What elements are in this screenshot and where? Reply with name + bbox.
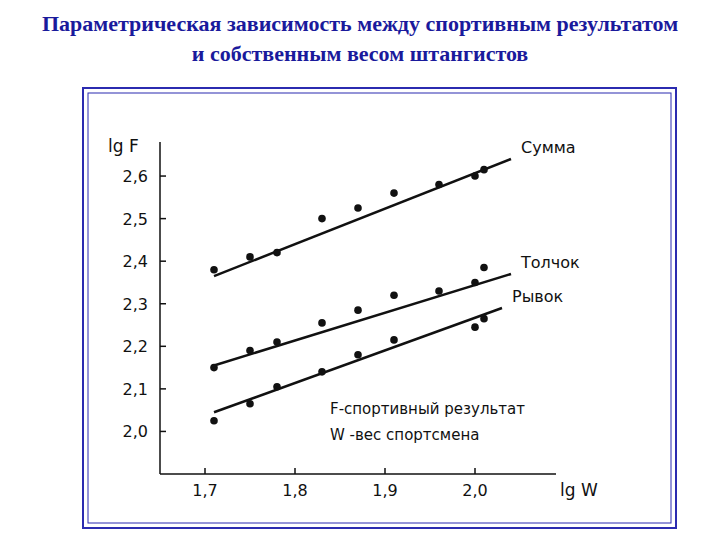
y-tick (160, 303, 166, 305)
title-line: Параметрическая зависимость между спорти… (42, 11, 678, 36)
data-point (273, 249, 281, 257)
y-tick-label: 2,1 (123, 380, 148, 399)
title: Параметрическая зависимость между спорти… (42, 11, 678, 66)
data-point (480, 264, 488, 272)
data-point (471, 323, 479, 331)
data-point (471, 172, 479, 180)
y-tick-label: 2,0 (123, 422, 148, 441)
x-tick-label: 1,8 (282, 481, 307, 500)
y-tick (160, 260, 166, 262)
data-point (273, 383, 281, 391)
data-point (390, 291, 398, 299)
plot-area (210, 159, 511, 425)
fit-line (214, 159, 511, 276)
y-axis-label: lg F (108, 136, 139, 156)
y-tick-label: 2,2 (123, 337, 148, 356)
x-tick-label: 2,0 (462, 481, 487, 500)
data-point (210, 364, 218, 372)
y-tick (160, 431, 166, 433)
data-point (435, 181, 443, 189)
x-tick-label: 1,7 (192, 481, 217, 500)
data-point (390, 336, 398, 344)
y-tick (160, 175, 166, 177)
fit-line (214, 308, 502, 412)
chart-root: Параметрическая зависимость между спорти… (0, 0, 720, 540)
title-line: и собственным весом штангистов (192, 41, 529, 66)
data-point (318, 368, 326, 376)
frame-inner (88, 93, 671, 523)
y-tick (160, 218, 166, 220)
data-point (273, 338, 281, 346)
data-point (210, 266, 218, 274)
data-point (480, 315, 488, 323)
series-label: Сумма (521, 138, 576, 157)
data-point (471, 279, 479, 287)
data-point (480, 166, 488, 174)
annotation: W -вес спортсмена (330, 426, 479, 444)
data-point (435, 287, 443, 295)
x-axis (160, 473, 556, 475)
y-axis (159, 142, 161, 474)
y-tick (160, 346, 166, 348)
y-tick (160, 388, 166, 390)
x-tick (294, 468, 296, 474)
data-point (354, 351, 362, 359)
data-point (390, 189, 398, 197)
x-tick-label: 1,9 (372, 481, 397, 500)
data-point (210, 417, 218, 425)
data-point (318, 319, 326, 327)
x-tick (204, 468, 206, 474)
y-tick-label: 2,6 (123, 167, 148, 186)
data-point (246, 400, 254, 408)
frame (83, 88, 676, 528)
data-point (354, 306, 362, 314)
data-point (246, 253, 254, 261)
annotation: F-спортивный результат (330, 400, 525, 418)
data-point (354, 204, 362, 212)
y-tick-label: 2,4 (123, 252, 148, 271)
x-tick (384, 468, 386, 474)
y-tick-label: 2,3 (123, 295, 148, 314)
series-label: Рывок (512, 287, 564, 306)
data-point (318, 215, 326, 223)
data-point (246, 347, 254, 355)
y-tick-label: 2,5 (123, 210, 148, 229)
x-tick (474, 468, 476, 474)
x-axis-label: lg W (560, 480, 598, 500)
series-label: Толчок (520, 253, 580, 272)
